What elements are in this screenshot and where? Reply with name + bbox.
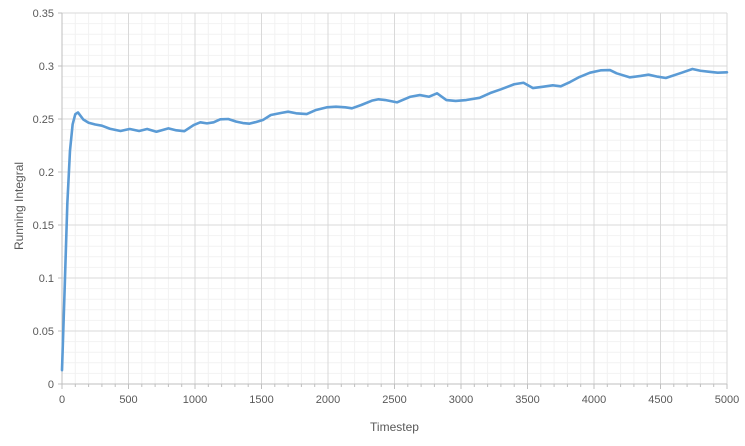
y-tick-label: 0.35 — [33, 8, 54, 20]
y-tick-label: 0.3 — [39, 61, 54, 73]
x-tick-label: 1500 — [249, 394, 273, 406]
x-tick-label: 0 — [59, 394, 65, 406]
x-tick-label: 4000 — [582, 394, 606, 406]
series-line — [60, 67, 729, 372]
y-tick-label: 0.05 — [33, 326, 54, 338]
x-axis-title: Timestep — [370, 420, 419, 434]
x-tick-label: 4500 — [648, 394, 672, 406]
x-tick-label: 3000 — [449, 394, 473, 406]
x-tick-label: 3500 — [515, 394, 539, 406]
y-tick-label: 0.2 — [39, 167, 54, 179]
x-tick-label: 5000 — [715, 394, 739, 406]
y-tick-label: 0 — [48, 379, 54, 391]
x-tick-label: 2000 — [316, 394, 340, 406]
y-axis-title: Running Integral — [12, 161, 26, 251]
y-tick-label: 0.1 — [39, 273, 54, 285]
y-tick-label: 0.15 — [33, 220, 54, 232]
x-tick-label: 1000 — [183, 394, 207, 406]
y-tick-label: 0.25 — [33, 114, 54, 126]
x-tick-label: 2500 — [382, 394, 406, 406]
x-tick-label: 500 — [119, 394, 137, 406]
